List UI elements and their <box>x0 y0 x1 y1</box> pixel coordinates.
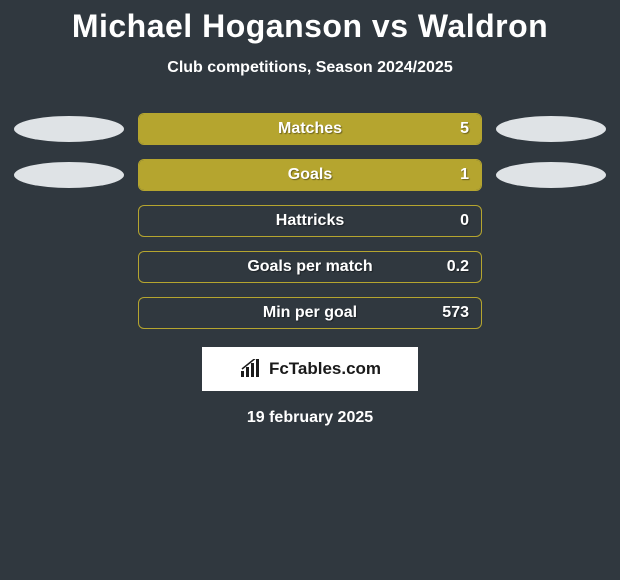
stat-row: Min per goal 573 <box>0 297 620 329</box>
stat-label: Goals per match <box>247 258 372 276</box>
stat-bar: Min per goal 573 <box>138 297 482 329</box>
stat-label: Hattricks <box>276 212 344 230</box>
stat-row: Matches 5 <box>0 113 620 145</box>
stat-bar: Hattricks 0 <box>138 205 482 237</box>
page-title: Michael Hoganson vs Waldron <box>0 0 620 45</box>
stat-value: 0.2 <box>447 258 469 276</box>
player-left-avatar <box>14 162 124 188</box>
stat-row: Hattricks 0 <box>0 205 620 237</box>
chart-icon <box>239 359 263 379</box>
stat-label: Goals <box>288 166 332 184</box>
stats-rows: Matches 5 Goals 1 Hattricks 0 Goals per … <box>0 113 620 329</box>
brand-text: FcTables.com <box>269 359 381 379</box>
stat-row: Goals 1 <box>0 159 620 191</box>
stat-bar: Goals 1 <box>138 159 482 191</box>
stat-bar: Matches 5 <box>138 113 482 145</box>
player-left-avatar <box>14 116 124 142</box>
player-right-avatar <box>496 116 606 142</box>
stat-value: 5 <box>460 120 469 138</box>
stat-row: Goals per match 0.2 <box>0 251 620 283</box>
date-text: 19 february 2025 <box>0 409 620 427</box>
player-right-avatar <box>496 162 606 188</box>
stat-value: 1 <box>460 166 469 184</box>
stat-label: Min per goal <box>263 304 357 322</box>
stat-label: Matches <box>278 120 342 138</box>
stat-value: 0 <box>460 212 469 230</box>
stat-value: 573 <box>442 304 469 322</box>
page-subtitle: Club competitions, Season 2024/2025 <box>0 59 620 77</box>
brand-badge[interactable]: FcTables.com <box>202 347 418 391</box>
stat-bar: Goals per match 0.2 <box>138 251 482 283</box>
